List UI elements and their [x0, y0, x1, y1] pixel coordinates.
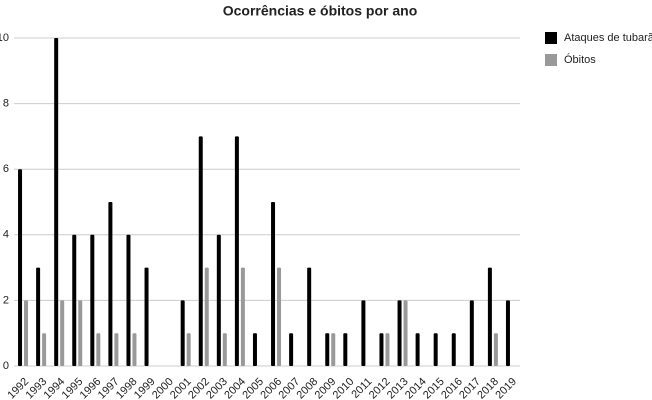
bar [108, 202, 113, 366]
bar [277, 267, 282, 366]
bar [204, 267, 209, 366]
legend-label: Ataques de tubarão [564, 32, 652, 44]
chart-title: Ocorrências e óbitos por ano [223, 3, 418, 19]
bar [96, 333, 101, 366]
bar [331, 333, 336, 366]
bar [78, 300, 83, 366]
x-tick-label: 2019 [493, 376, 519, 400]
bar [252, 333, 257, 366]
bar [114, 333, 119, 366]
bar [505, 300, 510, 366]
legend-swatch [545, 54, 557, 66]
bar [240, 267, 245, 366]
bar [90, 234, 95, 366]
bar [216, 234, 221, 366]
bar [403, 300, 408, 366]
y-tick-label: 0 [3, 360, 9, 372]
bar [54, 38, 59, 366]
bar [493, 333, 498, 366]
bar [307, 267, 312, 366]
bar [24, 300, 29, 366]
bar [433, 333, 438, 366]
bar [415, 333, 420, 366]
y-tick-label: 6 [3, 163, 9, 175]
bar [60, 300, 65, 366]
bar [126, 234, 131, 366]
bar [487, 267, 492, 366]
bar [222, 333, 227, 366]
bar [379, 333, 384, 366]
bar [289, 333, 294, 366]
legend-label: Óbitos [564, 53, 596, 66]
bar [18, 169, 23, 366]
bar [234, 136, 239, 366]
bar [361, 300, 366, 366]
bar [42, 333, 47, 366]
bar [186, 333, 191, 366]
bar [397, 300, 402, 366]
bar [325, 333, 330, 366]
bar [385, 333, 390, 366]
y-tick-label: 10 [0, 32, 9, 44]
bar [451, 333, 456, 366]
bar [198, 136, 203, 366]
bar [36, 267, 41, 366]
bar [343, 333, 348, 366]
y-tick-label: 4 [3, 229, 9, 241]
bar [72, 234, 77, 366]
legend-swatch [545, 32, 557, 44]
y-tick-label: 8 [3, 98, 9, 110]
bar [144, 267, 149, 366]
y-tick-label: 2 [3, 294, 9, 306]
bar [132, 333, 137, 366]
bar [180, 300, 185, 366]
bar [469, 300, 474, 366]
bar [271, 202, 276, 366]
